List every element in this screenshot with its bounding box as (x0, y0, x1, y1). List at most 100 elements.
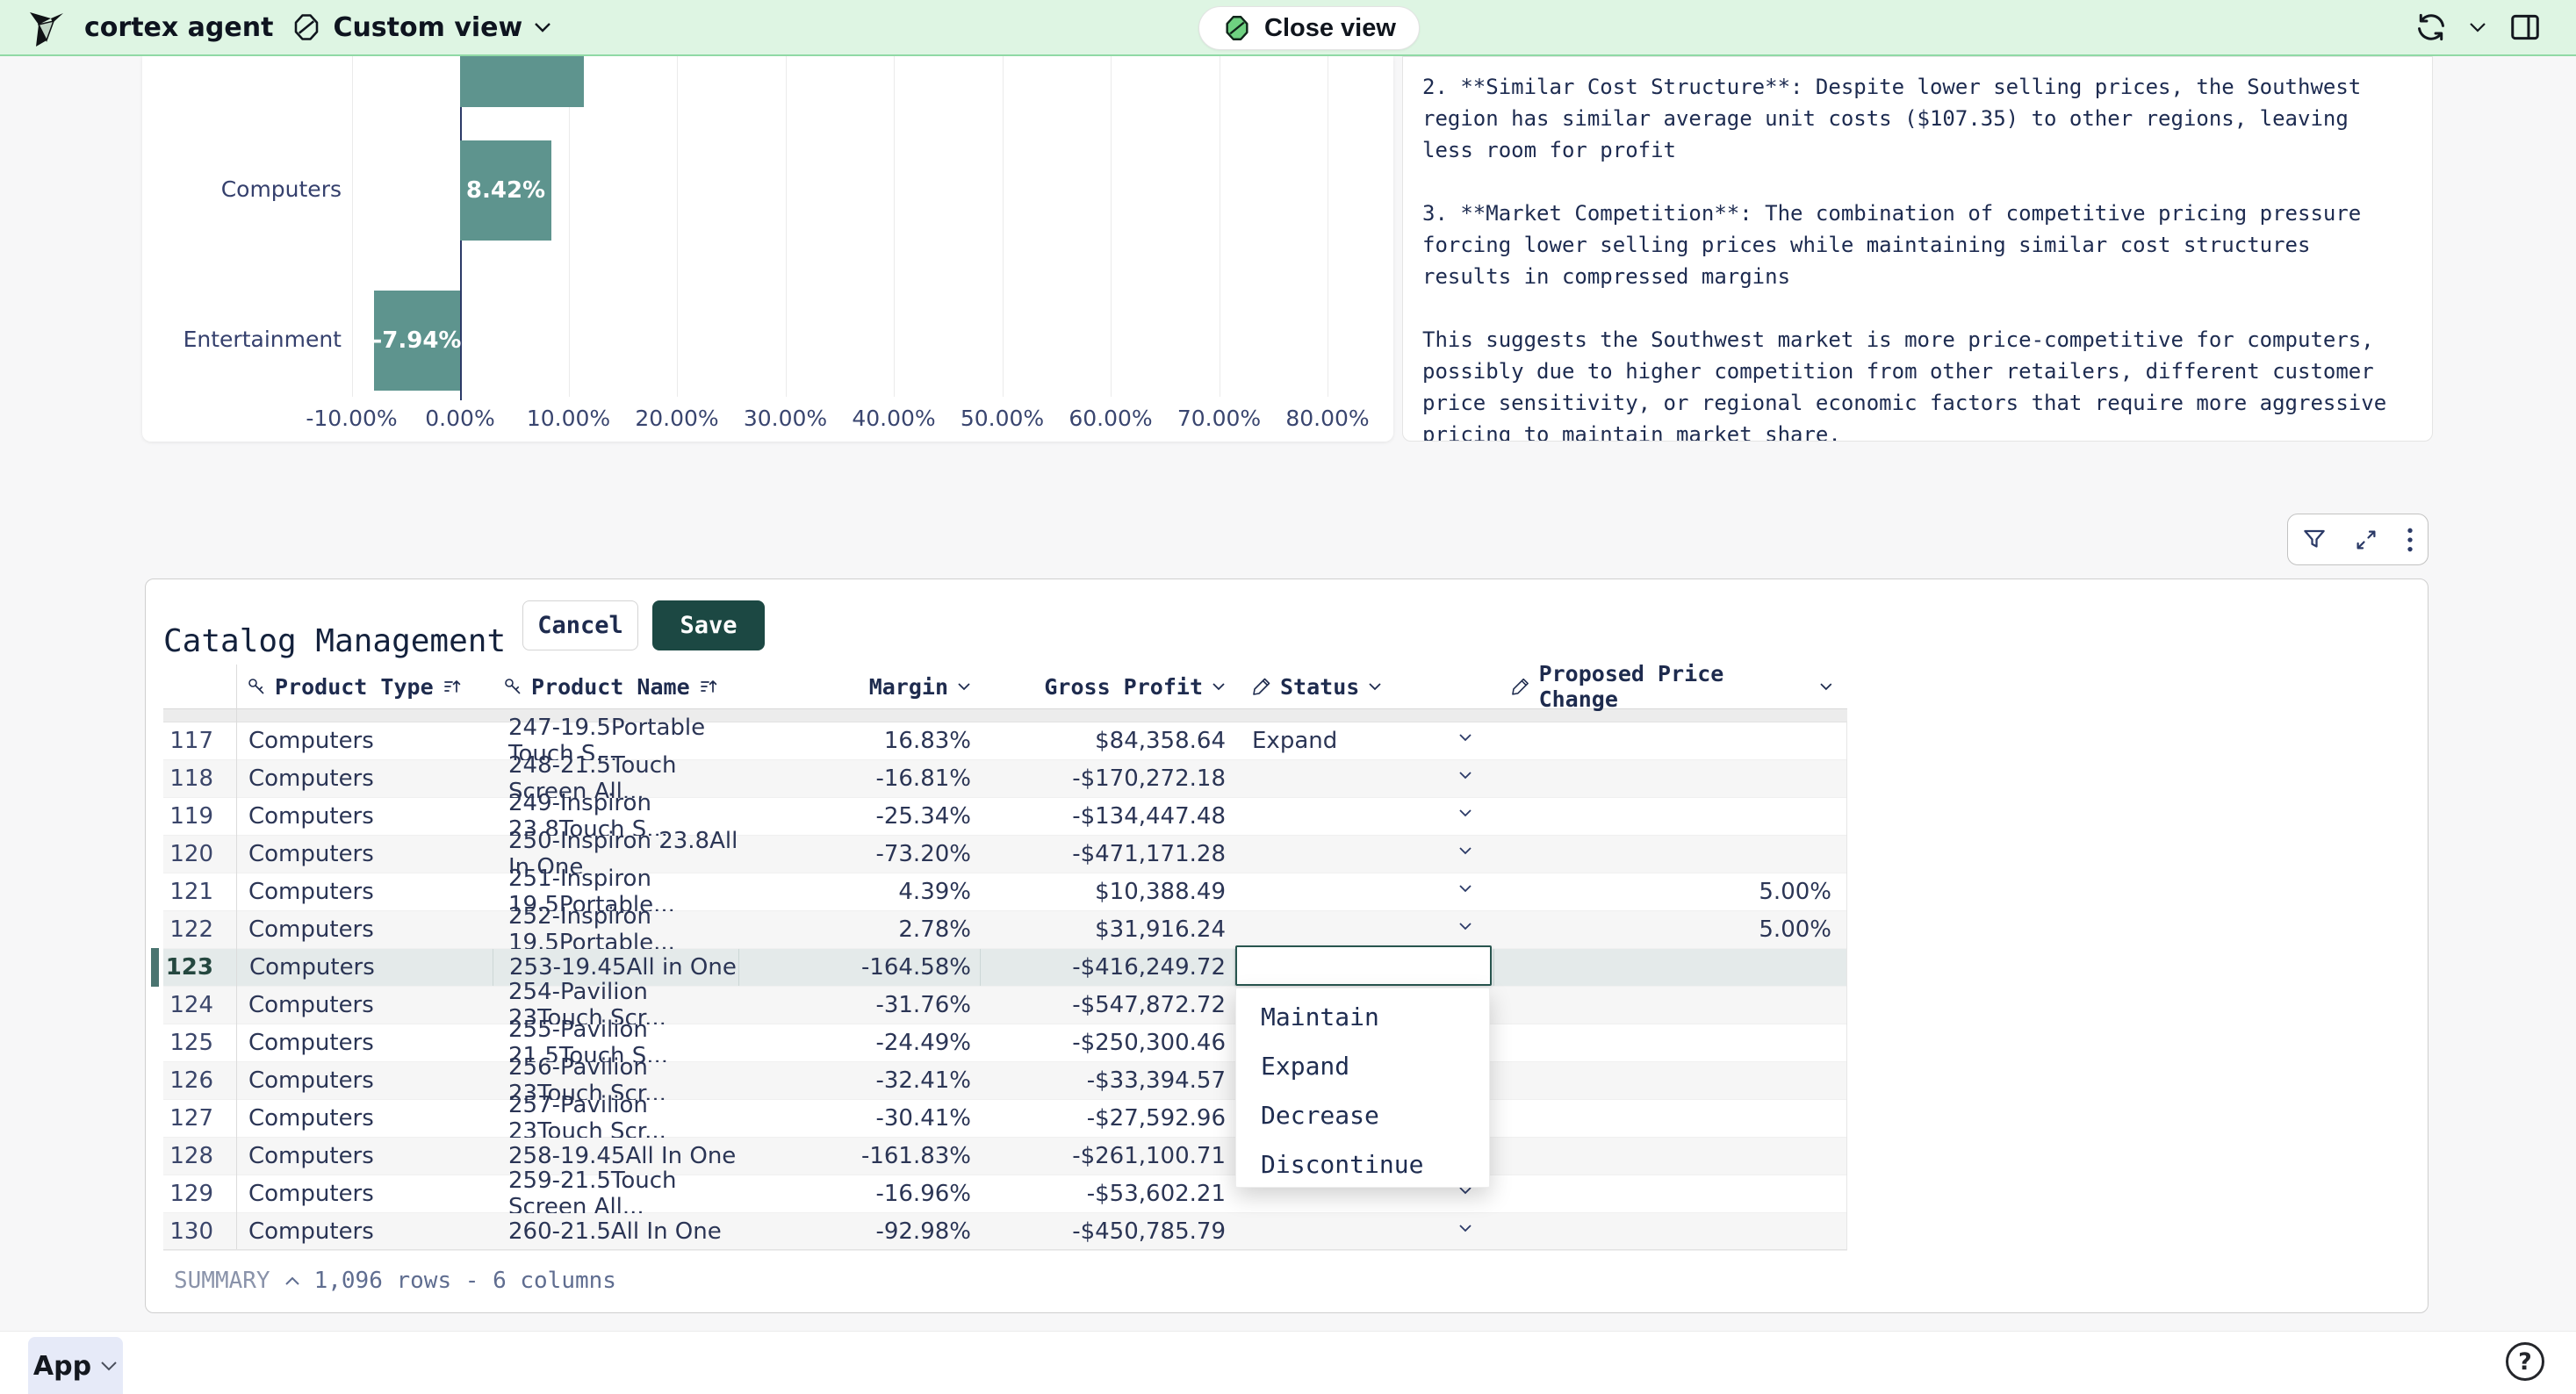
table-row[interactable]: 120 Computers 250-Inspiron 23.8All In One -… (163, 828, 1847, 880)
cell-status[interactable] (1234, 873, 1493, 910)
side-panel-icon[interactable] (2508, 11, 2543, 44)
cell-product-type: Computers (248, 728, 374, 754)
bar[interactable]: -7.94% (372, 291, 461, 391)
chevron-up-icon[interactable] (284, 1275, 300, 1286)
column-header-margin[interactable]: Margin (738, 665, 980, 708)
more-options-icon[interactable] (2406, 526, 2414, 554)
cell-proposed-price-change[interactable] (1493, 1100, 1847, 1137)
table-row[interactable]: 130 Computers 260-21.5All In One -92.98% -$4… (163, 1213, 1847, 1251)
dropdown-option-decrease[interactable]: Decrease (1261, 1100, 1379, 1130)
cell-proposed-price-change[interactable] (1493, 949, 1847, 986)
chevron-down-icon[interactable] (1368, 682, 1382, 692)
chevron-down-icon[interactable] (1458, 884, 1472, 894)
cell-proposed-price-change[interactable] (1493, 1175, 1847, 1212)
column-header-proposed-price-change[interactable]: Proposed Price Change (1493, 661, 1847, 712)
cell-gross-profit: -$33,394.57 (1086, 1067, 1226, 1094)
column-header-gross-profit[interactable]: Gross Profit (980, 665, 1234, 708)
table-row[interactable]: 117 Computers 247-19.5Portable Touch S... 1… (163, 715, 1847, 767)
help-button[interactable]: ? (2506, 1342, 2544, 1381)
column-header-product-name[interactable]: Product Name (493, 665, 738, 708)
cell-product-type: Computers (248, 1181, 374, 1207)
sort-icon[interactable] (443, 677, 462, 696)
chevron-down-icon[interactable] (1458, 808, 1472, 818)
cell-margin: -24.49% (875, 1030, 971, 1056)
x-tick-label: 70.00% (1176, 406, 1262, 431)
cell-status[interactable] (1234, 911, 1493, 948)
status-dropdown-menu: Maintain Expand Decrease Discontinue (1235, 988, 1490, 1188)
cell-status[interactable] (1234, 949, 1493, 986)
chevron-down-icon[interactable] (1212, 682, 1226, 692)
chevron-down-icon[interactable] (1458, 922, 1472, 931)
table-row[interactable]: 128 Computers 258-19.45All In One -161.83% -… (163, 1138, 1847, 1175)
cell-proposed-price-change[interactable] (1493, 1062, 1847, 1099)
table-row[interactable]: 124 Computers 254-Pavilion 23Touch Scr... -… (163, 979, 1847, 1031)
cell-margin: -73.20% (875, 841, 971, 867)
chevron-down-icon[interactable] (1819, 682, 1833, 692)
column-header-status[interactable]: Status (1234, 665, 1493, 708)
cell-margin: -32.41% (875, 1067, 971, 1094)
dropdown-option-expand[interactable]: Expand (1261, 1051, 1350, 1081)
chevron-down-icon[interactable] (1458, 1224, 1472, 1233)
table-row[interactable]: 119 Computers 249-Inspiron 23.8Touch S... -… (163, 790, 1847, 843)
cell-status[interactable]: Expand (1234, 722, 1493, 759)
table-row[interactable]: 127 Computers 257-Pavilion 23Touch Scr... -… (163, 1092, 1847, 1145)
dropdown-option-maintain[interactable]: Maintain (1261, 1002, 1379, 1031)
table-toolbar (2287, 514, 2428, 565)
refresh-options-chevron-icon[interactable] (2469, 22, 2486, 33)
cell-proposed-price-change[interactable]: 5.00% (1759, 916, 1831, 943)
cell-proposed-price-change[interactable] (1493, 1024, 1847, 1061)
table-row[interactable]: 129 Computers 259-21.5Touch Screen All... -… (163, 1168, 1847, 1220)
cell-status[interactable] (1234, 798, 1493, 835)
cell-proposed-price-change[interactable] (1493, 798, 1847, 835)
sort-icon[interactable] (699, 677, 718, 696)
refresh-icon[interactable] (2414, 11, 2448, 44)
view-selector[interactable]: Custom view (291, 11, 552, 43)
chevron-down-icon[interactable] (1458, 733, 1472, 743)
catalog-management-card: Catalog Management Cancel Save Product T… (145, 578, 2428, 1313)
cell-proposed-price-change[interactable] (1493, 760, 1847, 797)
cell-proposed-price-change[interactable] (1493, 1138, 1847, 1175)
dropdown-option-discontinue[interactable]: Discontinue (1261, 1149, 1424, 1179)
cell-row-number: 123 (165, 954, 213, 981)
table-row[interactable]: 121 Computers 251-Inspiron 19.5Portable...… (163, 866, 1847, 918)
column-header-product-type[interactable]: Product Type (236, 665, 493, 708)
filter-icon[interactable] (2301, 527, 2328, 553)
bar[interactable]: 8.42% (460, 140, 551, 241)
cell-status[interactable] (1234, 1213, 1493, 1250)
chevron-down-icon[interactable] (1458, 1186, 1472, 1196)
summary-bar[interactable]: SUMMARY 1,096 rows - 6 columns (163, 1249, 1847, 1311)
chevron-down-icon[interactable] (957, 682, 971, 692)
chevron-down-icon[interactable] (1458, 771, 1472, 780)
cell-product-name: 253-19.45All in One (493, 949, 738, 986)
page-title: Catalog Management (163, 623, 507, 660)
table-row[interactable]: 118 Computers 248-21.5Touch Screen All... -… (163, 752, 1847, 805)
app-tab[interactable]: App (28, 1337, 123, 1394)
bar[interactable] (460, 56, 584, 107)
analysis-panel[interactable]: 2. **Similar Cost Structure**: Despite l… (1402, 56, 2433, 442)
table-row[interactable]: 125 Computers 255-Pavilion 21.5Touch S... -… (163, 1017, 1847, 1069)
cell-proposed-price-change[interactable]: 5.00% (1759, 879, 1831, 905)
cell-proposed-price-change[interactable] (1493, 836, 1847, 873)
table-row[interactable]: 126 Computers 256-Pavilion 23Touch Scr... -… (163, 1054, 1847, 1107)
close-view-label: Close view (1264, 13, 1396, 42)
close-view-button[interactable]: Close view (1198, 6, 1420, 50)
save-button[interactable]: Save (652, 600, 765, 650)
pencil-icon (1253, 678, 1270, 695)
x-tick-label: 30.00% (743, 406, 828, 431)
table-row[interactable]: 122 Computers 252-Inspiron 19.5Portable...… (163, 903, 1847, 956)
cell-proposed-price-change[interactable] (1493, 1213, 1847, 1250)
cell-status[interactable] (1234, 760, 1493, 797)
cell-product-name: 260-21.5All In One (508, 1218, 722, 1245)
table-row[interactable]: 123 Computers 253-19.45All in One -164.58% -… (151, 948, 1847, 987)
cell-proposed-price-change[interactable] (1493, 722, 1847, 759)
category-label: Entertainment (183, 327, 342, 352)
status-edit-input[interactable] (1235, 945, 1492, 986)
cell-status[interactable] (1234, 836, 1493, 873)
cell-row-number: 119 (169, 803, 213, 830)
chevron-down-icon[interactable] (1458, 846, 1472, 856)
cell-status[interactable] (1234, 1175, 1493, 1212)
cancel-button[interactable]: Cancel (522, 600, 638, 650)
cell-proposed-price-change[interactable] (1493, 987, 1847, 1024)
expand-icon[interactable] (2353, 527, 2379, 553)
